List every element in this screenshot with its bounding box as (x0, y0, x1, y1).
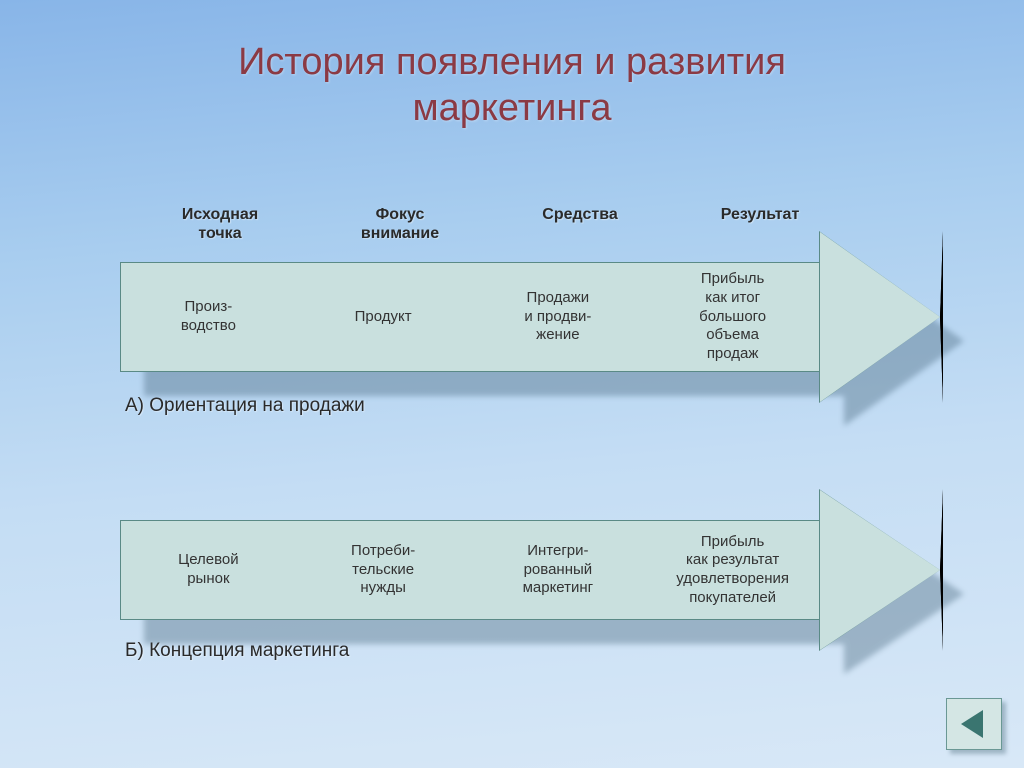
arrow-b-cell-3: Интегри-рованныймаркетинг (471, 542, 646, 598)
arrow-b-cell-4: Прибылькак результатудовлетворенияпокупа… (645, 533, 820, 608)
arrow-a-cell-4: Прибылькак итогбольшогообъемапродаж (645, 270, 820, 364)
triangle-left-icon (961, 710, 983, 738)
column-headers: Исходнаяточка Фокусвнимание Средства Рез… (130, 205, 850, 243)
arrow-b: Целевойрынок Потреби-тельскиенужды Интег… (120, 520, 943, 650)
caption-b: Б) Концепция маркетинга (125, 640, 349, 662)
header-col-3: Средства (490, 205, 670, 243)
nav-prev-button[interactable] (946, 698, 1002, 750)
arrow-a-cell-3: Продажии продви-жение (471, 289, 646, 345)
header-col-2: Фокусвнимание (310, 205, 490, 243)
header-col-1: Исходнаяточка (130, 205, 310, 243)
arrow-a: Произ-водство Продукт Продажии продви-же… (120, 262, 943, 402)
arrow-a-cell-1: Произ-водство (121, 298, 296, 336)
slide-title: История появления и развитиямаркетинга (0, 40, 1024, 131)
arrow-b-cell-2: Потреби-тельскиенужды (296, 542, 471, 598)
arrow-a-cell-2: Продукт (296, 308, 471, 327)
caption-a: А) Ориентация на продажи (125, 395, 365, 417)
arrow-b-cell-1: Целевойрынок (121, 551, 296, 589)
